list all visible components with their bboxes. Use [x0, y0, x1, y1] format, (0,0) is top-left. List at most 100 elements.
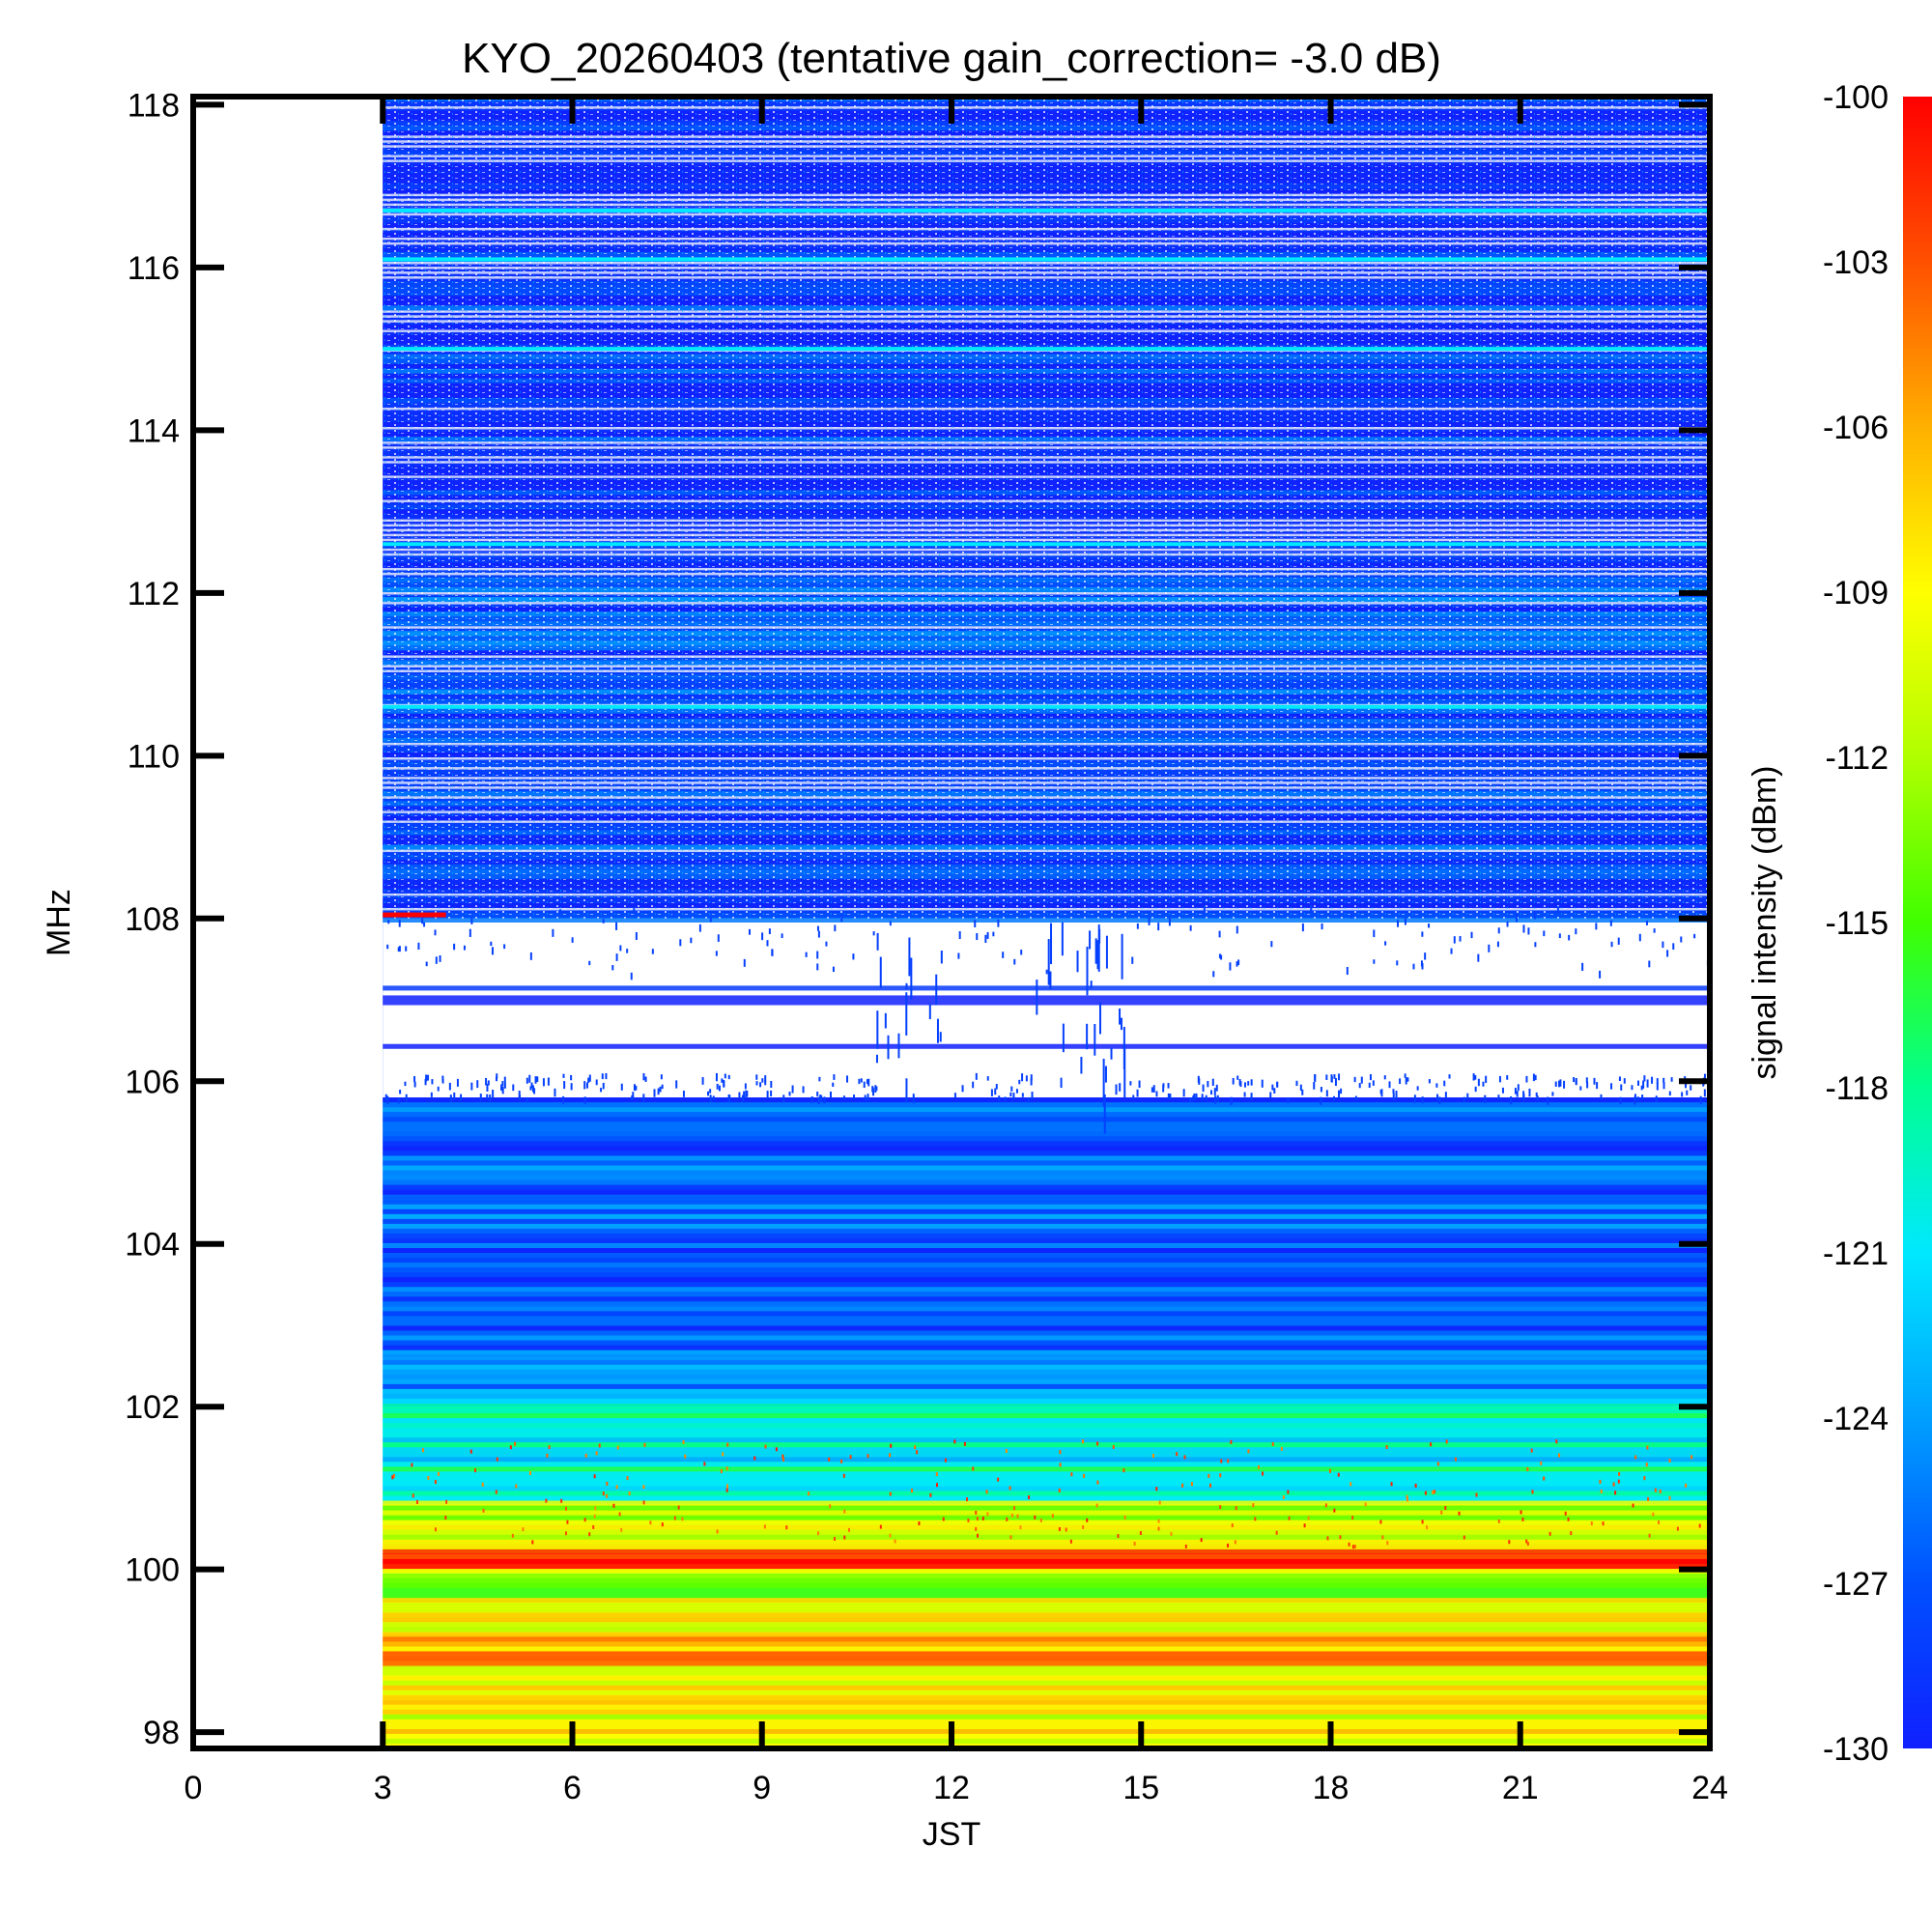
spectrogram-burst: [743, 1091, 746, 1098]
spectrogram-burst: [606, 1481, 609, 1486]
spectrogram-burst: [630, 972, 633, 980]
spectrogram-burst: [1610, 941, 1613, 948]
spectrogram-burst: [709, 917, 712, 923]
spectrogram-burst: [592, 1524, 595, 1529]
spectrogram-burst: [1485, 1075, 1488, 1084]
spectrogram-burst: [633, 906, 636, 913]
spectrogram-burst: [1450, 948, 1453, 954]
spectrogram-burst: [1590, 1520, 1593, 1525]
spectrogram-burst: [682, 1439, 685, 1444]
spectrogram-line: [383, 1364, 1710, 1370]
colorbar-tick-label: -118: [1825, 1070, 1889, 1107]
spectrogram-burst: [1219, 1473, 1222, 1478]
spectrogram-burst: [755, 1081, 758, 1086]
spectrogram-burst: [764, 1075, 767, 1083]
spectrogram-burst: [720, 1469, 723, 1474]
spectrogram-line: [383, 1577, 1710, 1583]
spectrogram-burst: [1640, 1085, 1643, 1091]
spectrogram-burst: [585, 1082, 588, 1089]
spectrogram-burst: [501, 1086, 504, 1094]
y-tick-label: 114: [128, 412, 180, 449]
spectrogram-burst: [1110, 1048, 1113, 1060]
spectrogram-burst: [745, 1090, 748, 1098]
spectrogram-burst: [681, 1517, 684, 1521]
spectrogram-burst: [1207, 1081, 1209, 1088]
spectrogram-line: [383, 1117, 1710, 1122]
spectrogram-burst: [661, 1084, 664, 1090]
spectrogram-burst: [1201, 1094, 1204, 1101]
spectrogram-burst: [1557, 1453, 1560, 1458]
spectrogram-burst: [1634, 1096, 1636, 1105]
spectrogram-burst: [1155, 1487, 1158, 1492]
spectrogram-burst: [1337, 1472, 1340, 1477]
spectrogram-line: [383, 1141, 1710, 1147]
spectrogram-burst: [1096, 1441, 1099, 1446]
spectrogram-burst: [842, 1095, 845, 1100]
spectrogram-burst: [486, 1094, 489, 1100]
spectrogram-line: [383, 1407, 1710, 1413]
spectrogram-line: [383, 1311, 1710, 1317]
spectrogram-burst: [441, 1079, 444, 1084]
spectrogram-burst: [1211, 1078, 1214, 1087]
spectrogram-burst: [595, 1079, 598, 1086]
spectrogram-line: [383, 1272, 1710, 1278]
spectrogram-burst: [1497, 1094, 1500, 1100]
spectrogram-burst: [1250, 1093, 1253, 1101]
spectrogram-burst: [1564, 1511, 1567, 1516]
spectrogram-burst: [1662, 1077, 1665, 1083]
spectrogram-burst: [1326, 1536, 1329, 1541]
spectrogram-burst: [485, 1077, 488, 1086]
spectrogram-burst: [1237, 959, 1240, 966]
spectrogram-burst: [1320, 1096, 1322, 1105]
y-tick-label: 104: [125, 1227, 180, 1264]
spectrogram-line: [383, 1636, 1710, 1642]
spectrogram-burst: [916, 1450, 919, 1455]
spectrogram-burst: [1623, 1078, 1626, 1084]
spectrogram-burst: [1358, 1083, 1361, 1089]
spectrogram-burst: [1558, 933, 1561, 939]
spectrogram-burst: [1388, 1081, 1391, 1089]
spectrogram-burst: [1095, 1503, 1098, 1508]
spectrogram-line: [383, 1316, 1710, 1321]
spectrogram-line: [383, 1418, 1710, 1424]
spectrogram-burst: [1520, 1510, 1522, 1515]
spectrogram-burst: [1680, 936, 1683, 943]
spectrogram-line: [383, 1102, 1710, 1108]
spectrogram-burst: [876, 1010, 879, 1049]
spectrogram-burst: [1454, 1457, 1457, 1462]
y-tick-label: 106: [125, 1064, 180, 1100]
plot-area: [383, 97, 1710, 1748]
spectrogram-burst: [491, 947, 494, 955]
spectrogram-line: [383, 1534, 1710, 1540]
spectrogram-burst: [1463, 1096, 1465, 1103]
spectrogram-burst: [1045, 969, 1048, 975]
colorbar-tick-label: -115: [1825, 905, 1889, 942]
spectrogram-burst: [1681, 1092, 1684, 1097]
spectrogram-burst: [825, 941, 828, 947]
spectrogram-burst: [936, 1018, 939, 1043]
spectrogram-burst: [1643, 1476, 1646, 1481]
spectrogram-burst: [1230, 1096, 1233, 1105]
spectrogram-burst: [1645, 1463, 1648, 1467]
spectrogram-burst: [1530, 1448, 1533, 1453]
spectrogram-burst: [616, 1445, 619, 1450]
spectrogram-burst: [1436, 1462, 1439, 1466]
spectrogram-burst: [533, 1088, 536, 1094]
spectrogram-burst: [1086, 946, 1089, 996]
spectrogram-burst: [1210, 1090, 1213, 1095]
spectrogram-burst: [1250, 1079, 1253, 1086]
spectrogram-burst: [709, 1094, 712, 1103]
spectrogram-burst: [1698, 1523, 1701, 1528]
spectrogram-burst: [449, 1094, 452, 1102]
spectrogram-burst: [1634, 1455, 1637, 1460]
spectrogram-burst: [444, 1516, 447, 1520]
spectrogram-burst: [889, 921, 892, 926]
spectrogram-burst: [1379, 1520, 1382, 1524]
spectrogram-burst: [1573, 1077, 1576, 1083]
spectrogram-burst: [1498, 1075, 1501, 1083]
spectrogram-burst: [840, 1459, 843, 1463]
spectrogram-burst: [1353, 1544, 1356, 1548]
spectrogram-burst: [1435, 1083, 1438, 1088]
spectrogram-burst: [536, 1076, 539, 1083]
spectrogram-lines: [383, 97, 1710, 1748]
